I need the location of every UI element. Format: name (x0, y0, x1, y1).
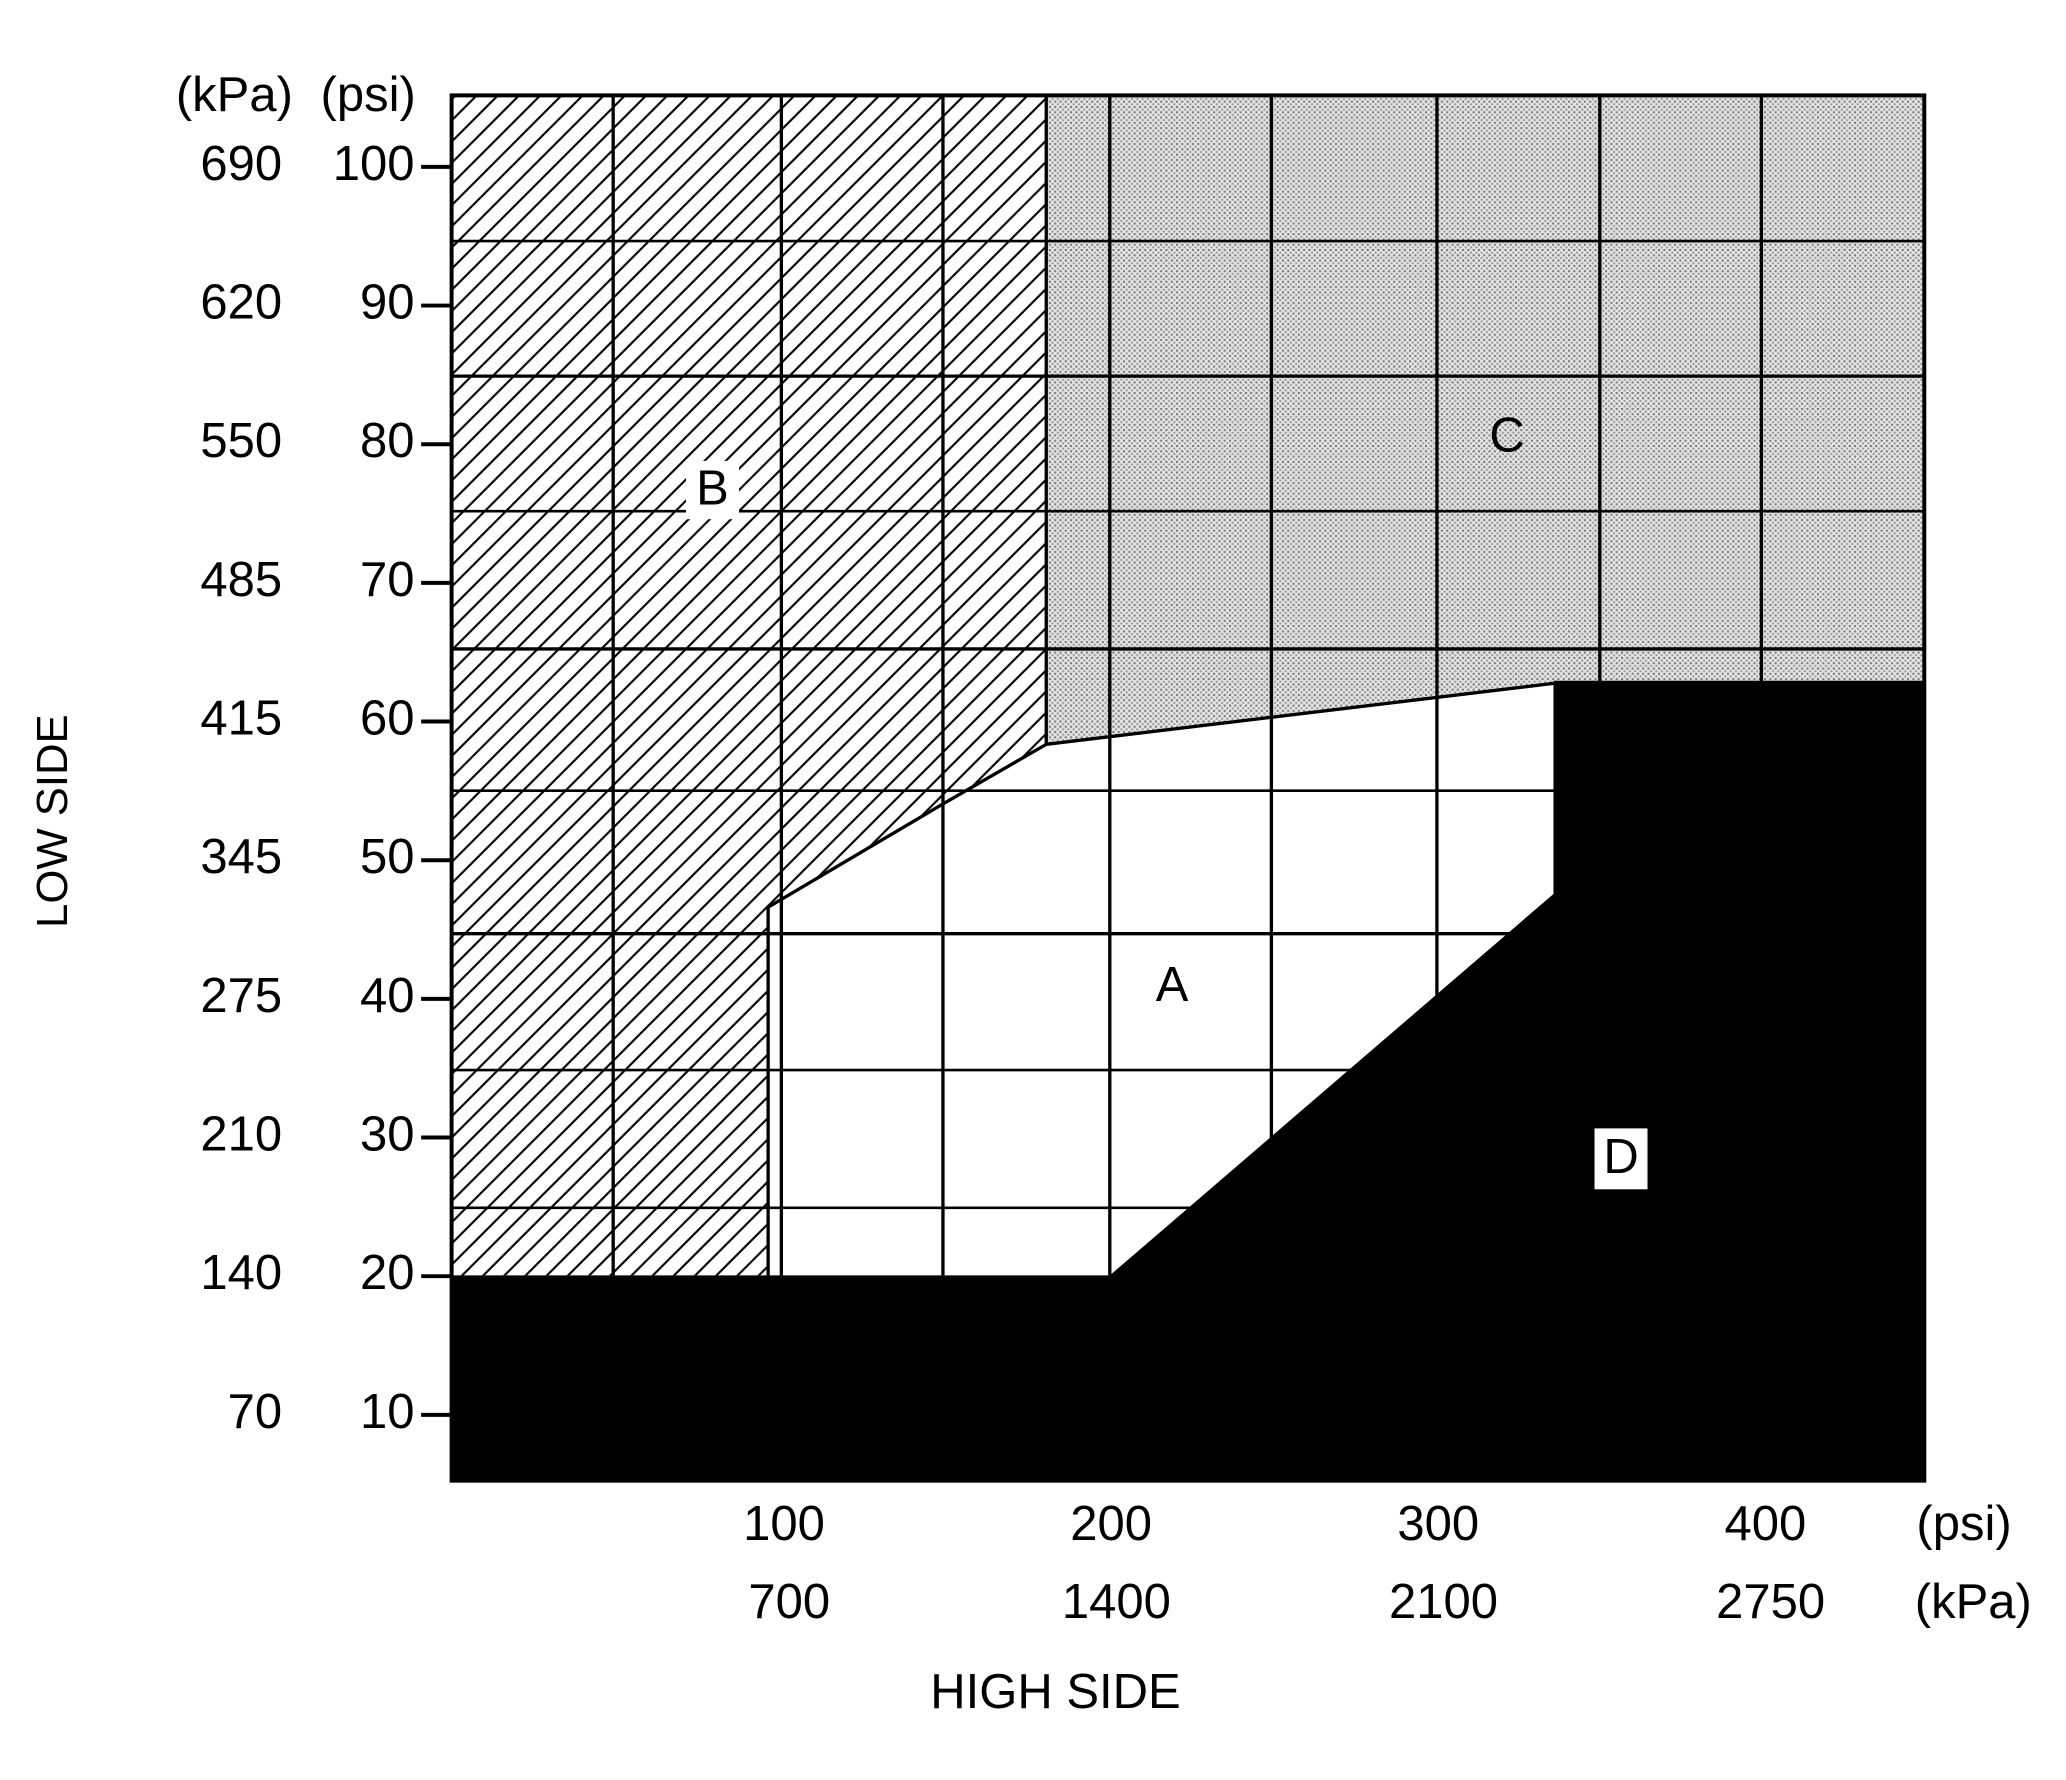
y-tick-label-psi: 10 (360, 1385, 415, 1439)
y-tick-label-kpa: 690 (200, 137, 282, 191)
y-tick-label-kpa: 620 (200, 275, 282, 329)
region-label: B (696, 461, 729, 515)
y-tick-label-psi: 60 (360, 691, 415, 745)
x-tick-label-kpa: 1400 (1062, 1575, 1171, 1629)
y-tick-label-psi: 90 (360, 275, 415, 329)
y-tick-label-psi: 80 (360, 414, 415, 468)
y-tick-label-psi: 30 (360, 1107, 415, 1161)
x-tick-label-psi: 300 (1397, 1497, 1479, 1551)
region-d (451, 680, 1925, 1481)
y-tick-label-kpa: 70 (228, 1385, 283, 1439)
x-tick-label-kpa: 700 (748, 1575, 830, 1629)
region-c (1046, 95, 1925, 745)
y-tick-label-kpa: 275 (200, 969, 282, 1023)
y-tick-label-kpa: 485 (200, 553, 282, 607)
y-tick-label-kpa: 550 (200, 414, 282, 468)
y-tick-label-kpa: 210 (200, 1107, 282, 1161)
y-unit: (psi) (321, 68, 416, 122)
y-tick-label-psi: 40 (360, 969, 415, 1023)
frame (449, 93, 1927, 1483)
x-unit: (kPa) (1915, 1575, 2032, 1629)
boundary-b (766, 95, 1048, 1276)
x-tick-label-psi: 100 (743, 1497, 825, 1551)
x-tick-label-psi: 400 (1724, 1497, 1806, 1551)
x-tick-label-kpa: 2750 (1716, 1575, 1825, 1629)
y-tick-label-kpa: 345 (200, 830, 282, 884)
boundary-c (1046, 681, 1554, 746)
region-label: A (1156, 958, 1189, 1012)
region-label: C (1489, 408, 1524, 462)
x-axis-title: HIGH SIDE (930, 1665, 1180, 1719)
y-tick-label-psi: 20 (360, 1246, 415, 1300)
y-tick-label-psi: 70 (360, 553, 415, 607)
x-tick-label-kpa: 2100 (1389, 1575, 1498, 1629)
x-tick-label-psi: 200 (1070, 1497, 1152, 1551)
y-unit: (kPa) (176, 68, 293, 122)
region-a (768, 683, 1554, 1276)
x-unit: (psi) (1916, 1497, 2011, 1551)
y-tick-label-psi: 100 (333, 137, 415, 191)
label-bg (686, 460, 739, 520)
region-label: D (1603, 1130, 1638, 1184)
region-b (451, 95, 1047, 1276)
label-bg (1594, 1128, 1648, 1190)
y-tick-label-kpa: 140 (200, 1246, 282, 1300)
y-tick-label-kpa: 415 (200, 691, 282, 745)
y-axis-title: LOW SIDE (28, 714, 77, 928)
y-tick-label-psi: 50 (360, 830, 415, 884)
